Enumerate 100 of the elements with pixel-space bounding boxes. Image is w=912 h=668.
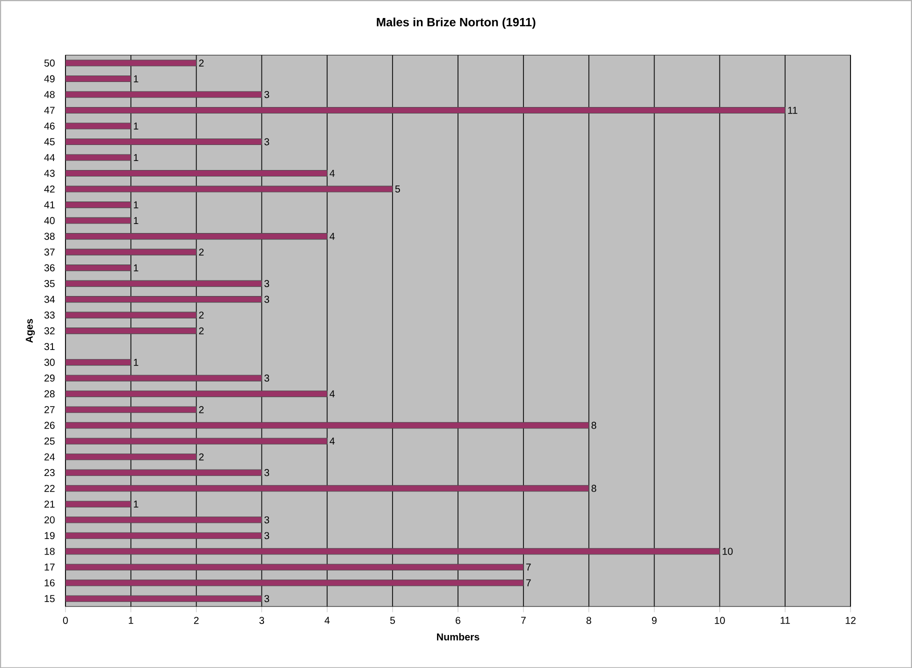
y-tick-label: 30 [44, 358, 55, 366]
bar [65, 138, 262, 145]
data-label: 3 [264, 532, 270, 540]
data-label: 1 [134, 122, 138, 130]
x-tick-label: 12 [846, 616, 856, 624]
bar [65, 60, 197, 66]
y-tick-label: 33 [44, 311, 55, 318]
x-tick-label: 2 [194, 616, 199, 624]
data-label: 2 [199, 327, 204, 334]
y-tick-label: 45 [44, 138, 55, 146]
bar [65, 358, 132, 366]
data-label: 10 [722, 548, 733, 555]
y-tick-label: 44 [44, 154, 55, 161]
bar [65, 438, 328, 444]
data-label: 1 [134, 358, 138, 366]
data-label: 2 [199, 59, 204, 66]
data-label: 3 [264, 516, 270, 524]
x-tick-label: 9 [652, 616, 657, 624]
data-label: 4 [330, 232, 335, 240]
y-tick-label: 17 [44, 564, 55, 570]
y-tick-label: 28 [44, 390, 55, 398]
y-tick-label: 50 [44, 59, 55, 66]
x-tick-label: 4 [324, 616, 330, 624]
y-tick-label: 31 [44, 342, 55, 350]
data-label: 3 [264, 374, 270, 382]
bar [65, 564, 524, 570]
bar [65, 548, 720, 554]
y-tick-label: 37 [44, 248, 55, 256]
data-label: 5 [395, 185, 400, 192]
data-label: 3 [264, 90, 270, 98]
data-label: 7 [526, 564, 531, 570]
x-tick-label: 7 [521, 616, 526, 624]
data-label: 1 [134, 154, 138, 161]
data-label: 2 [199, 311, 204, 318]
data-label: 4 [330, 390, 335, 398]
bar [65, 406, 197, 413]
y-tick-label: 47 [44, 106, 55, 114]
bar [65, 280, 262, 287]
x-tick-label: 1 [128, 616, 134, 624]
bar [65, 296, 262, 302]
bar [65, 154, 132, 161]
data-label: 8 [592, 422, 596, 429]
y-tick-label: 29 [44, 374, 55, 382]
bar [65, 186, 393, 192]
x-axis-title: Numbers [437, 632, 480, 640]
y-tick-label: 40 [44, 216, 55, 224]
bar [65, 232, 328, 240]
bar [65, 532, 262, 539]
data-label: 2 [199, 248, 204, 256]
bar [65, 469, 262, 476]
y-tick-label: 49 [44, 75, 55, 82]
y-tick-label: 34 [44, 296, 55, 303]
bar [65, 106, 786, 114]
x-tick-label: 3 [259, 616, 264, 624]
bar [65, 248, 197, 256]
x-tick-label: 6 [456, 616, 460, 624]
bar [65, 484, 590, 492]
y-tick-label: 46 [44, 122, 55, 130]
bar [65, 516, 262, 523]
data-label: 3 [264, 138, 270, 146]
y-tick-label: 32 [44, 327, 55, 334]
bar [65, 217, 132, 224]
bar [65, 374, 262, 382]
y-tick-label: 19 [44, 532, 55, 540]
y-tick-label: 26 [44, 422, 55, 429]
y-axis-title: Ages [26, 318, 35, 343]
y-tick-label: 43 [44, 170, 55, 177]
y-tick-label: 23 [44, 468, 55, 476]
bar [65, 201, 132, 208]
y-tick-label: 16 [44, 579, 55, 586]
data-label: 1 [134, 264, 138, 272]
bar [65, 264, 132, 271]
bar [65, 422, 590, 428]
bar [65, 312, 197, 318]
y-tick-label: 35 [44, 280, 55, 287]
x-tick-label: 0 [63, 616, 68, 624]
data-label: 11 [788, 106, 798, 114]
chart-title: Males in Brize Norton (1911) [376, 17, 536, 29]
x-tick-label: 5 [390, 616, 395, 624]
y-tick-label: 48 [44, 90, 55, 98]
bar [65, 75, 132, 82]
bar [65, 595, 262, 602]
bar [65, 453, 197, 460]
y-tick-label: 22 [44, 484, 55, 492]
x-tick-label: 10 [714, 616, 725, 624]
y-tick-label: 20 [44, 516, 55, 524]
y-tick-label: 21 [44, 500, 55, 508]
bar [65, 122, 132, 130]
y-tick-label: 38 [44, 232, 55, 240]
y-tick-label: 24 [44, 453, 55, 460]
y-tick-label: 25 [44, 437, 55, 444]
data-label: 2 [199, 453, 204, 460]
y-tick-label: 42 [44, 185, 55, 192]
data-label: 4 [330, 438, 335, 444]
data-label: 1 [134, 201, 138, 208]
data-label: 3 [264, 468, 270, 476]
data-label: 4 [330, 170, 335, 177]
bar [65, 500, 132, 508]
data-label: 8 [592, 484, 596, 492]
y-tick-label: 27 [44, 406, 55, 413]
